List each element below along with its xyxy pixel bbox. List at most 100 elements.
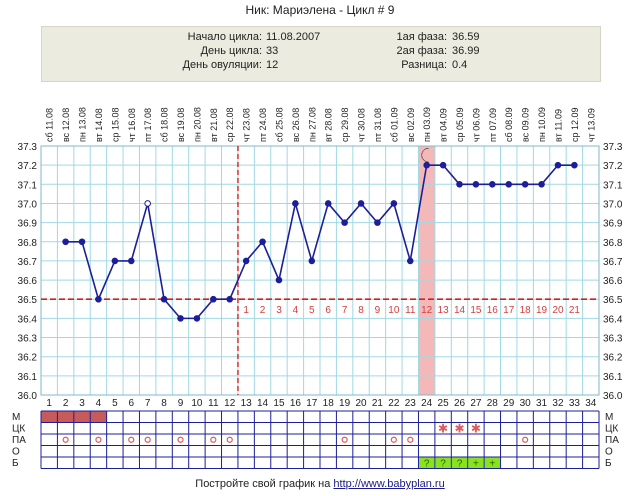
date-label: пт 31.08 bbox=[373, 108, 383, 142]
day-number-label: 20 bbox=[355, 398, 367, 409]
date-label: пт 07.09 bbox=[488, 108, 498, 142]
day-number-label: 23 bbox=[405, 398, 417, 409]
test-symbol: ? bbox=[424, 459, 430, 470]
day-number-label: 33 bbox=[569, 398, 581, 409]
date-label: сб 08.09 bbox=[504, 107, 514, 142]
y-tick-label-right: 37.1 bbox=[603, 180, 623, 191]
day-number-label: 32 bbox=[552, 398, 564, 409]
y-tick-label-right: 36.0 bbox=[603, 391, 623, 402]
y-tick-label-right: 36.5 bbox=[603, 295, 623, 306]
pa-mark-icon bbox=[95, 436, 102, 443]
y-tick-label-left: 37.0 bbox=[18, 199, 38, 210]
ovulation-day-value: 12 bbox=[266, 59, 279, 71]
temperature-point bbox=[341, 219, 348, 226]
date-label: ср 29.08 bbox=[340, 107, 350, 142]
temperature-point bbox=[160, 295, 168, 303]
temperature-point bbox=[78, 238, 86, 246]
day-number-label: 13 bbox=[241, 398, 253, 409]
phase2-label: 2ая фаза: bbox=[396, 45, 447, 57]
test-symbol: ? bbox=[440, 459, 446, 470]
temperature-point bbox=[111, 257, 119, 265]
temperature-point bbox=[127, 257, 135, 265]
y-tick-label-right: 36.4 bbox=[603, 314, 623, 325]
post-ovulation-day-label: 15 bbox=[470, 305, 482, 316]
y-tick-label-right: 36.8 bbox=[603, 238, 623, 249]
difference-label: Разница: bbox=[401, 59, 447, 71]
footer-text: Постройте свой график на bbox=[195, 478, 334, 490]
footer-link[interactable]: http://www.babyplan.ru bbox=[333, 478, 445, 490]
y-tick-label-left: 36.3 bbox=[18, 334, 38, 345]
temperature-point bbox=[538, 181, 545, 188]
pa-mark-icon bbox=[390, 436, 397, 443]
date-label: сб 11.08 bbox=[45, 108, 55, 142]
date-label: пн 03.09 bbox=[422, 107, 432, 142]
y-tick-label-left: 36.2 bbox=[18, 353, 38, 364]
pa-mark-icon bbox=[62, 436, 69, 443]
temperature-point bbox=[423, 161, 430, 169]
star-icon: ✱ bbox=[454, 422, 464, 436]
day-number-label: 11 bbox=[208, 398, 219, 409]
date-label: вс 12.08 bbox=[61, 108, 71, 142]
pa-mark-icon bbox=[522, 436, 529, 443]
temperature-point bbox=[324, 200, 332, 207]
cycle-start-label: Начало цикла: bbox=[187, 31, 262, 43]
temperature-point bbox=[406, 257, 414, 265]
date-label: пт 24.08 bbox=[258, 108, 268, 142]
date-label: вс 09.09 bbox=[521, 108, 531, 142]
date-label: ср 15.08 bbox=[110, 107, 120, 142]
temperature-point bbox=[226, 295, 234, 303]
day-number-label: 19 bbox=[339, 398, 351, 409]
test-cell bbox=[418, 457, 435, 468]
post-ovulation-day-label: 18 bbox=[520, 305, 532, 316]
post-ovulation-day-label: 6 bbox=[325, 305, 331, 316]
row-label-left: ПА bbox=[12, 435, 26, 446]
pa-mark-icon bbox=[226, 436, 233, 443]
day-number-label: 14 bbox=[257, 398, 269, 409]
y-tick-label-right: 36.6 bbox=[603, 276, 623, 287]
temperature-point bbox=[275, 276, 283, 284]
temperature-point bbox=[357, 200, 365, 207]
bbt-chart: 36.0 36.0 36.1 36.1 36.2 36.2 36.3 36.3 36.4 36.4… bbox=[12, 107, 623, 470]
test-cell bbox=[435, 457, 451, 468]
y-tick-label-right: 36.3 bbox=[603, 334, 623, 345]
row-label-right: ПА bbox=[605, 435, 619, 446]
temperature-point bbox=[374, 219, 381, 226]
y-tick-label-right: 37.0 bbox=[603, 199, 623, 210]
row-label-right: Б bbox=[605, 458, 612, 469]
star-icon: ✱ bbox=[438, 422, 448, 436]
date-label: чт 06.09 bbox=[471, 108, 481, 142]
pa-mark-icon bbox=[144, 436, 151, 443]
y-tick-label-left: 37.1 bbox=[18, 180, 38, 191]
row-label-left: ЦК bbox=[12, 424, 25, 435]
temperature-point bbox=[456, 181, 463, 188]
day-number-label: 24 bbox=[421, 398, 433, 409]
day-number-label: 31 bbox=[536, 398, 548, 409]
date-label: ср 05.09 bbox=[455, 107, 465, 142]
temperature-point bbox=[259, 238, 266, 246]
y-tick-label-left: 36.7 bbox=[18, 257, 38, 268]
test-cell bbox=[468, 457, 484, 468]
day-number-label: 4 bbox=[96, 398, 102, 409]
date-label: вс 02.09 bbox=[406, 108, 416, 142]
temperature-point bbox=[472, 181, 480, 188]
date-label: пт 17.08 bbox=[143, 108, 153, 142]
post-ovulation-day-label: 1 bbox=[243, 305, 249, 316]
temperature-point bbox=[439, 161, 447, 169]
date-label: вт 21.08 bbox=[209, 108, 219, 142]
y-tick-label-right: 36.2 bbox=[603, 353, 623, 364]
y-tick-label-left: 36.0 bbox=[18, 391, 38, 402]
post-ovulation-day-label: 2 bbox=[260, 305, 266, 316]
day-number-label: 7 bbox=[145, 398, 151, 409]
date-label: вс 19.08 bbox=[176, 108, 186, 142]
test-cell bbox=[451, 457, 468, 468]
difference-value: 0.4 bbox=[452, 59, 468, 71]
day-number-label: 3 bbox=[79, 398, 85, 409]
y-tick-label-left: 36.9 bbox=[18, 219, 38, 230]
footer: Постройте свой график на http://www.baby… bbox=[0, 478, 640, 490]
row-label-right: ЦК bbox=[605, 424, 618, 435]
summary-panel: Начало цикла: 11.08.2007 День цикла: 33 … bbox=[41, 26, 601, 82]
day-number-label: 6 bbox=[128, 398, 134, 409]
y-tick-label-right: 37.3 bbox=[603, 142, 623, 153]
y-tick-label-right: 37.2 bbox=[603, 161, 623, 172]
post-ovulation-day-label: 20 bbox=[552, 305, 564, 316]
